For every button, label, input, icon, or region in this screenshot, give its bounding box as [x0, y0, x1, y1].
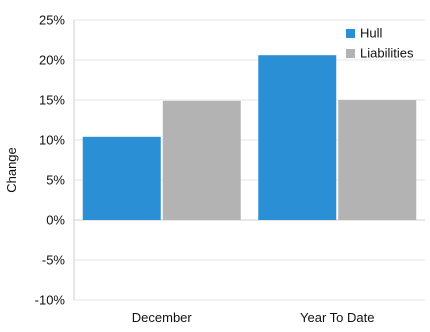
legend-swatch: [346, 29, 355, 38]
bar-liabilities-year-to-date: [338, 100, 417, 220]
bar-hull-december: [82, 136, 161, 220]
x-category-label: December: [132, 310, 193, 325]
y-tick-label: -5%: [42, 253, 66, 268]
legend-label: Liabilities: [360, 46, 414, 61]
y-axis-label: Change: [4, 147, 19, 193]
bars-layer: [82, 55, 417, 221]
y-tick-labels: 25% 20% 15% 10% 5% 0% -5% -10%: [35, 13, 66, 308]
legend-swatch: [346, 49, 355, 58]
y-tick-label: 25%: [39, 13, 65, 28]
legend: Hull Liabilities: [346, 26, 414, 61]
y-tick-label: 0%: [46, 213, 65, 228]
y-tick-label: -10%: [35, 293, 66, 308]
y-tick-label: 5%: [46, 173, 65, 188]
legend-label: Hull: [360, 26, 383, 41]
x-category-label: Year To Date: [300, 310, 374, 325]
y-tick-label: 10%: [39, 133, 65, 148]
y-tick-label: 15%: [39, 93, 65, 108]
y-tick-label: 20%: [39, 53, 65, 68]
x-category-labels: December Year To Date: [132, 310, 375, 325]
bar-liabilities-december: [162, 100, 241, 220]
bar-hull-year-to-date: [258, 55, 337, 221]
